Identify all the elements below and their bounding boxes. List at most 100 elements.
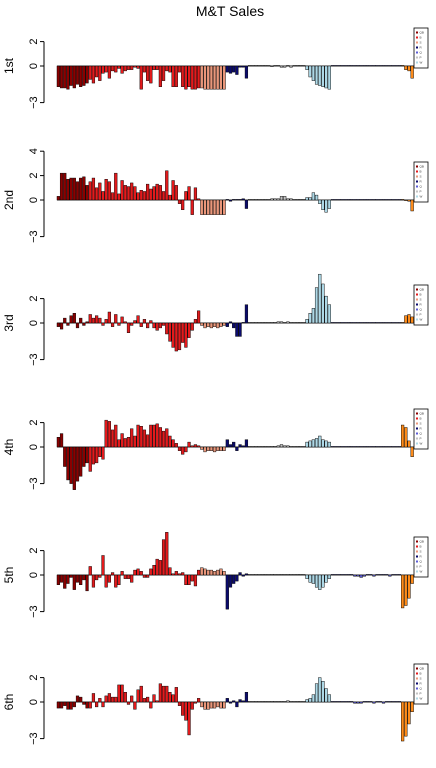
bar [69, 701, 73, 710]
bar [283, 701, 287, 703]
bar [286, 65, 290, 67]
bar [161, 430, 166, 448]
bar [139, 685, 143, 703]
bar [219, 199, 223, 215]
bar [289, 65, 293, 68]
bar [146, 183, 150, 201]
bar [244, 65, 249, 79]
bar [381, 574, 386, 576]
legend-swatch [416, 185, 418, 188]
bar [59, 574, 64, 583]
bar [369, 199, 373, 201]
bar [66, 179, 70, 201]
bar [321, 65, 325, 87]
bar [107, 311, 111, 324]
bar [155, 183, 159, 201]
bar [200, 567, 204, 576]
bar [197, 65, 201, 89]
bar [72, 177, 76, 201]
chart-title: M&T Sales [196, 3, 264, 19]
bar [91, 446, 96, 465]
bar [212, 701, 217, 709]
bar [241, 198, 245, 201]
bar [385, 446, 389, 448]
bar [193, 187, 198, 201]
bar [91, 65, 96, 84]
bar [72, 313, 76, 324]
bar [177, 322, 182, 351]
bar [238, 65, 242, 68]
bar [260, 65, 264, 67]
bar [330, 322, 335, 324]
bar [289, 198, 293, 201]
y-tick-label: 0 [28, 320, 40, 326]
bar [79, 317, 83, 324]
bar [117, 684, 121, 703]
bar [350, 65, 354, 67]
bar [79, 177, 83, 201]
bar [98, 317, 102, 324]
bar [372, 446, 376, 448]
bar [397, 199, 402, 201]
bar [251, 446, 255, 448]
bar [123, 438, 127, 448]
bar [187, 186, 191, 201]
legend-swatch [416, 293, 418, 296]
legend-swatch [416, 565, 418, 568]
bar [88, 446, 92, 472]
bar [184, 65, 188, 90]
bar [228, 199, 233, 202]
bar [120, 571, 124, 576]
bar [117, 65, 121, 69]
bar [318, 574, 322, 590]
legend-swatch [416, 175, 418, 178]
bar [193, 65, 198, 90]
bar [206, 446, 210, 451]
bar [388, 701, 392, 703]
bar [257, 322, 261, 324]
bar [126, 437, 131, 448]
bar [85, 185, 89, 201]
legend-swatch [416, 318, 418, 321]
bar [110, 572, 115, 576]
bar [165, 428, 169, 448]
bar [257, 446, 261, 448]
bar [289, 446, 293, 448]
y-tick-label: 4 [28, 148, 40, 154]
bar [72, 574, 76, 590]
bar [174, 571, 178, 576]
bar [385, 199, 389, 201]
legend-swatch [416, 61, 418, 64]
legend-entry: R [420, 180, 423, 184]
bar [101, 65, 105, 74]
bar [219, 446, 223, 451]
bar [276, 65, 280, 67]
bar [401, 574, 405, 609]
bar [177, 446, 182, 451]
bar [263, 65, 268, 67]
bar [85, 446, 89, 464]
bar [177, 573, 182, 576]
bar [130, 65, 134, 70]
legend-swatch [416, 437, 418, 440]
bar [238, 199, 242, 201]
bar [181, 199, 185, 210]
bar [257, 199, 261, 201]
bar [171, 322, 175, 348]
bar [136, 568, 140, 576]
bar [238, 572, 242, 576]
bar [219, 701, 223, 709]
legend-entry: P [420, 692, 422, 696]
bar [353, 199, 357, 201]
bar [321, 439, 325, 448]
legend-swatch [416, 540, 418, 543]
bar [190, 65, 194, 90]
legend-swatch [416, 442, 418, 445]
bar [101, 446, 105, 460]
bar [356, 574, 360, 577]
y-tick-label: 0 [28, 444, 40, 450]
bar [270, 574, 274, 576]
bar [404, 574, 408, 606]
bar [123, 574, 127, 579]
bar [283, 65, 287, 68]
